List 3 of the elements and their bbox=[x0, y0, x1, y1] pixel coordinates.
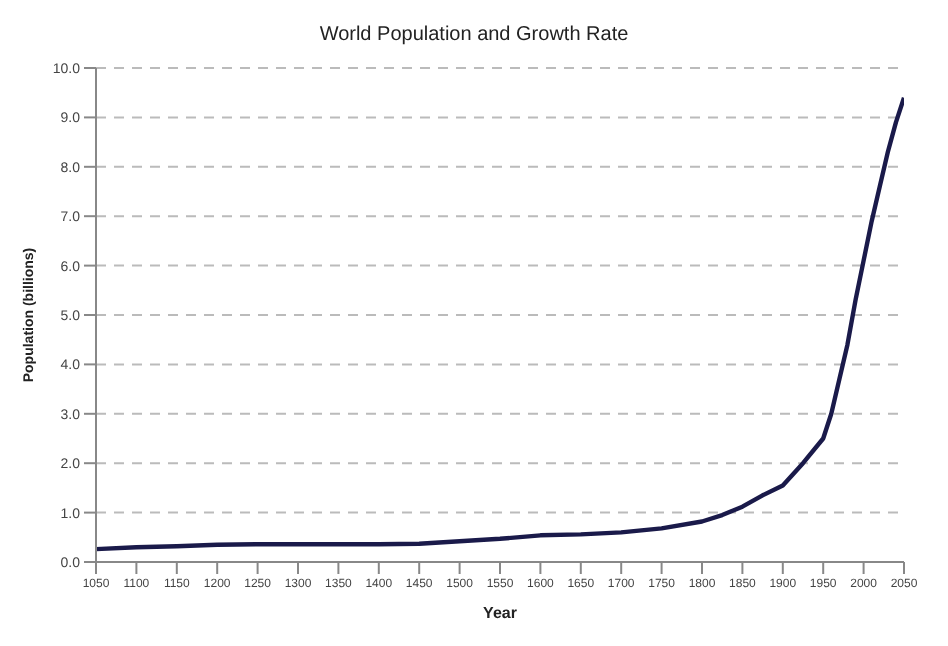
chart-title: World Population and Growth Rate bbox=[317, 22, 631, 50]
x-axis-title: Year bbox=[483, 604, 517, 622]
line-series bbox=[96, 95, 904, 552]
